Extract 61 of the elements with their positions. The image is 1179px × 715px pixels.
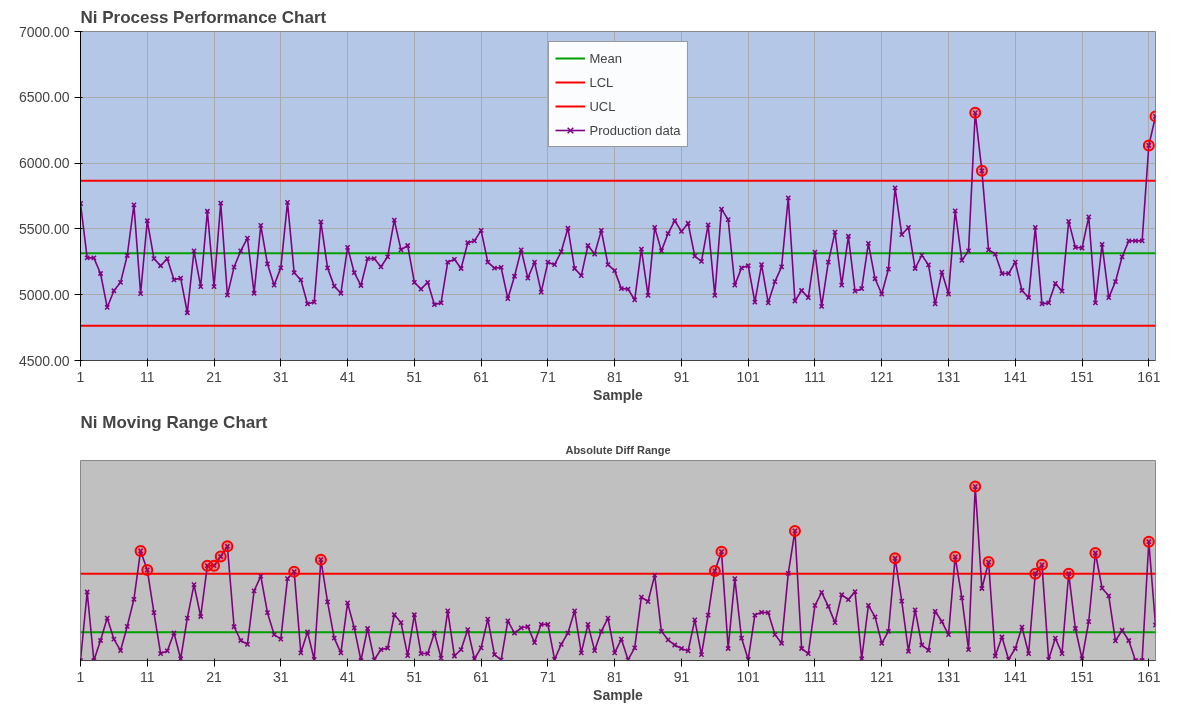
- x-tick-label: 131: [936, 668, 961, 685]
- point: [141, 563, 154, 576]
- point: [1089, 547, 1102, 560]
- x-tick-label: 21: [206, 668, 223, 685]
- x-tick-label: 111: [804, 368, 826, 385]
- x-tick-label: 1: [76, 668, 85, 685]
- x-tick-label: 61: [473, 368, 490, 385]
- x-tick-label: 91: [673, 368, 690, 385]
- x-tick-label: 131: [936, 368, 961, 385]
- x-tick-label: 81: [606, 668, 623, 685]
- y-tick-label: 4500.00: [18, 352, 70, 369]
- point: [314, 553, 327, 566]
- point: [982, 556, 995, 569]
- point: [208, 559, 221, 572]
- x-tick-label: 101: [736, 668, 761, 685]
- point: [1035, 558, 1048, 571]
- x-tick-label: 151: [1070, 368, 1094, 385]
- x-tick-label: 41: [339, 668, 356, 685]
- x-tick-label: 11: [140, 368, 155, 385]
- x-tick-label: 161: [1137, 368, 1161, 385]
- x-tick-label: 161: [1137, 668, 1161, 685]
- x-tick-label: 141: [1003, 368, 1028, 385]
- y-tick-label: 5000.00: [18, 286, 70, 303]
- x-tick-label: 71: [540, 668, 556, 685]
- y-tick-label: 6500.00: [18, 89, 70, 106]
- x-tick-label: 121: [870, 368, 894, 385]
- x-tick-label: 91: [673, 668, 690, 685]
- x-tick-label: 111: [804, 668, 826, 685]
- legend-label: LCL: [589, 74, 614, 90]
- x-tick-label: 151: [1070, 668, 1094, 685]
- point: [708, 564, 721, 577]
- legend-label: UCL: [589, 98, 616, 114]
- y-tick-label: 5500.00: [18, 220, 70, 237]
- legend-label: Production data: [589, 122, 681, 138]
- legend-label: Mean: [589, 50, 622, 66]
- x-tick-label: 21: [206, 368, 223, 385]
- x-tick-label: 71: [540, 368, 556, 385]
- x-axis-title: Sample: [593, 386, 644, 403]
- x-tick-label: 101: [736, 368, 761, 385]
- x-tick-label: 81: [606, 368, 623, 385]
- x-tick-label: 41: [339, 368, 356, 385]
- x-tick-label: 121: [870, 668, 894, 685]
- x-tick-label: 141: [1003, 668, 1028, 685]
- point: [134, 544, 147, 557]
- y-tick-label: 6000.00: [18, 155, 70, 172]
- point: [949, 550, 962, 563]
- x-tick-label: 31: [273, 368, 289, 385]
- chart-subtitle: Absolute Diff Range: [565, 443, 671, 456]
- x-tick-label: 51: [406, 368, 423, 385]
- point: [788, 524, 801, 537]
- point: [889, 552, 902, 565]
- chart-title: Ni Moving Range Chart: [80, 412, 268, 432]
- x-tick-label: 51: [406, 668, 423, 685]
- x-tick-label: 61: [473, 668, 490, 685]
- x-tick-label: 11: [140, 668, 155, 685]
- x-tick-label: 31: [273, 668, 289, 685]
- chart-title: Ni Process Performance Chart: [80, 7, 327, 27]
- y-tick-label: 7000.00: [18, 23, 70, 40]
- x-tick-label: 1: [76, 368, 85, 385]
- x-axis-title: Sample: [593, 686, 644, 703]
- point: [975, 164, 988, 177]
